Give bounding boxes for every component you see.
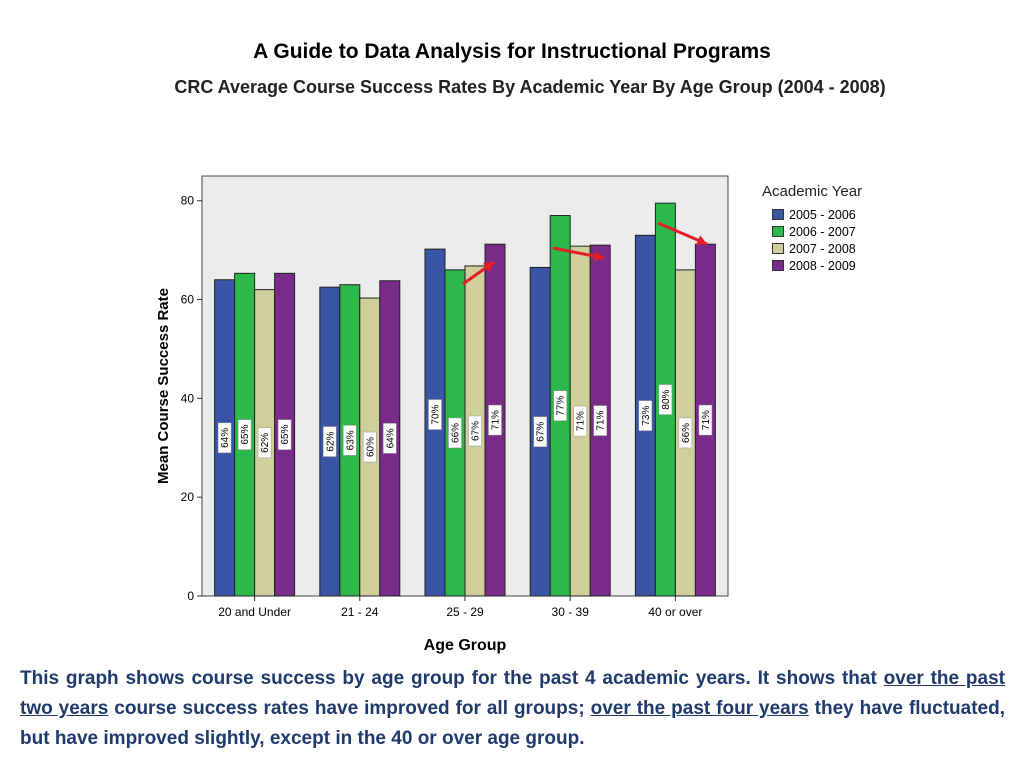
caption-paragraph: This graph shows course success by age g… [20,664,1005,754]
data-label: 62% [260,433,271,453]
data-label: 71% [701,410,712,430]
legend-label: 2008 - 2009 [789,258,856,273]
data-label-box [698,404,713,436]
caption-underlined-2: over the past four years [590,698,809,719]
data-label: 65% [240,425,251,445]
data-label-box [593,405,607,436]
annotation-arrowhead [696,235,707,246]
data-label: 60% [365,437,376,457]
data-label-box [363,431,377,463]
caption-text-2: course success rates have improved for a… [108,698,591,719]
x-tick-label: 21 - 24 [341,605,379,619]
data-label: 77% [556,396,567,416]
y-tick-label: 80 [181,194,195,208]
y-tick-label: 60 [181,293,195,307]
data-label: 64% [385,428,396,448]
annotation-arrowhead [483,262,494,272]
data-label-box [343,425,357,456]
data-label: 71% [596,410,607,430]
data-label: 73% [641,406,652,426]
legend-label: 2007 - 2008 [789,241,856,256]
legend-swatch [772,226,784,237]
caption-text-3: they have fluctuated, but have improved … [20,698,1005,749]
chart-legend: Academic Year 2005 - 2006 2006 - 2007 2007… [762,183,862,274]
data-label: 66% [681,423,692,443]
data-label: 71% [576,411,587,431]
slide-title: A Guide to Data Analysis for Instruction… [253,40,771,63]
data-label-box [573,405,587,437]
x-axis-label: Age Group [424,637,507,654]
annotation-arrowhead [593,250,604,262]
data-label: 63% [345,430,356,450]
data-label: 65% [280,425,291,445]
chart-title: CRC Average Course Success Rates By Acad… [174,77,886,97]
legend-label: 2006 - 2007 [789,224,856,239]
data-label-box [533,416,547,447]
caption-text-1: This graph shows course success by age g… [20,668,884,689]
legend-item: 2007 - 2008 [772,240,862,257]
data-label-box [658,384,673,415]
x-tick-label: 30 - 39 [552,605,590,619]
data-label: 67% [536,422,547,442]
data-label-box [488,404,502,436]
data-label: 62% [325,431,336,451]
data-label: 80% [661,389,672,409]
data-label-box [257,427,272,459]
data-label-box [638,400,653,431]
y-axis-label: Mean Course Success Rate [155,288,172,484]
x-tick-label: 20 and Under [218,605,291,619]
data-label-box [383,423,397,454]
x-tick-label: 40 or over [648,605,702,619]
data-label-box [217,422,232,454]
data-label-box [277,419,292,450]
legend-label: 2005 - 2006 [789,207,856,222]
legend-item: 2006 - 2007 [772,223,862,240]
data-label: 70% [431,404,442,424]
y-tick-label: 40 [181,391,195,405]
y-tick-label: 20 [181,490,195,504]
legend-title: Academic Year [762,183,863,200]
data-label-box [468,415,482,447]
data-label: 71% [491,410,502,430]
caption-underlined-1: over the past two years [20,668,1005,719]
data-label-box [428,399,442,430]
y-tick-label: 0 [187,589,194,603]
legend-item: 2005 - 2006 [772,206,862,223]
legend-swatch [772,260,784,271]
data-label-box [323,426,337,457]
data-label-box [448,417,462,449]
x-tick-label: 25 - 29 [446,605,484,619]
data-label-box [237,419,252,450]
data-label: 64% [220,428,231,448]
legend-swatch [772,243,784,254]
data-label: 66% [451,423,462,443]
data-label-box [678,417,693,449]
legend-item: 2008 - 2009 [772,257,862,274]
data-label-box [553,390,567,422]
legend-swatch [772,209,784,220]
data-label: 67% [471,421,482,441]
